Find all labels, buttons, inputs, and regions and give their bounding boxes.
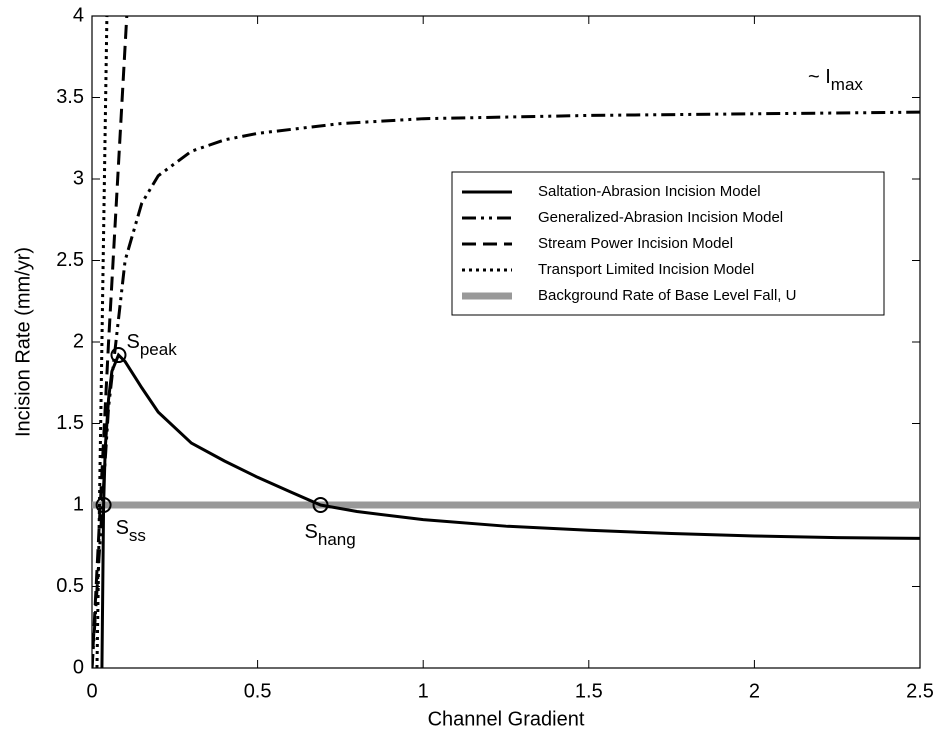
legend-label: Background Rate of Base Level Fall, U <box>538 287 796 304</box>
annotation-main: ~ I <box>808 66 831 88</box>
x-tick-label: 0.5 <box>244 680 272 702</box>
point-label-sub: peak <box>140 341 177 360</box>
x-tick-label: 2.5 <box>906 680 934 702</box>
point-marker <box>110 347 127 364</box>
y-tick-label: 1.5 <box>56 412 84 434</box>
point-label-main: S <box>116 517 129 539</box>
legend-box <box>451 171 885 316</box>
x-tick-label: 1 <box>418 680 429 702</box>
legend-label: Generalized-Abrasion Incision Model <box>538 209 783 226</box>
point-label-main: S <box>305 521 318 543</box>
y-tick-label: 3 <box>73 167 84 189</box>
x-tick-label: 2 <box>749 680 760 702</box>
y-tick-label: 4 <box>73 4 84 26</box>
y-tick-label: 0 <box>73 656 84 678</box>
y-tick-label: 0.5 <box>56 575 84 597</box>
y-tick-label: 1 <box>73 493 84 515</box>
point-marker <box>312 497 329 513</box>
x-tick-label: 0 <box>86 680 97 702</box>
point-label-sub: hang <box>318 530 356 549</box>
point-label: Sss <box>116 517 146 545</box>
y-tick-label: 2.5 <box>56 249 84 271</box>
legend-label: Stream Power Incision Model <box>538 235 733 252</box>
point-marker <box>95 497 112 513</box>
y-tick-label: 2 <box>73 330 84 352</box>
point-label-main: S <box>126 331 139 353</box>
annotation: ~ Imax <box>808 66 863 94</box>
x-axis-label: Channel Gradient <box>428 708 585 730</box>
point-label: Shang <box>305 521 356 549</box>
point-label: Speak <box>126 331 177 359</box>
legend-label: Transport Limited Incision Model <box>538 261 754 278</box>
plot-lines <box>92 16 920 668</box>
y-axis-label: Incision Rate (mm/yr) <box>12 247 34 437</box>
y-tick-label: 3.5 <box>56 86 84 108</box>
annotation-sub: max <box>831 76 864 95</box>
point-label-sub: ss <box>129 526 146 545</box>
x-tick-label: 1.5 <box>575 680 603 702</box>
legend-label: Saltation-Abrasion Incision Model <box>538 183 761 200</box>
series-line <box>100 352 920 668</box>
